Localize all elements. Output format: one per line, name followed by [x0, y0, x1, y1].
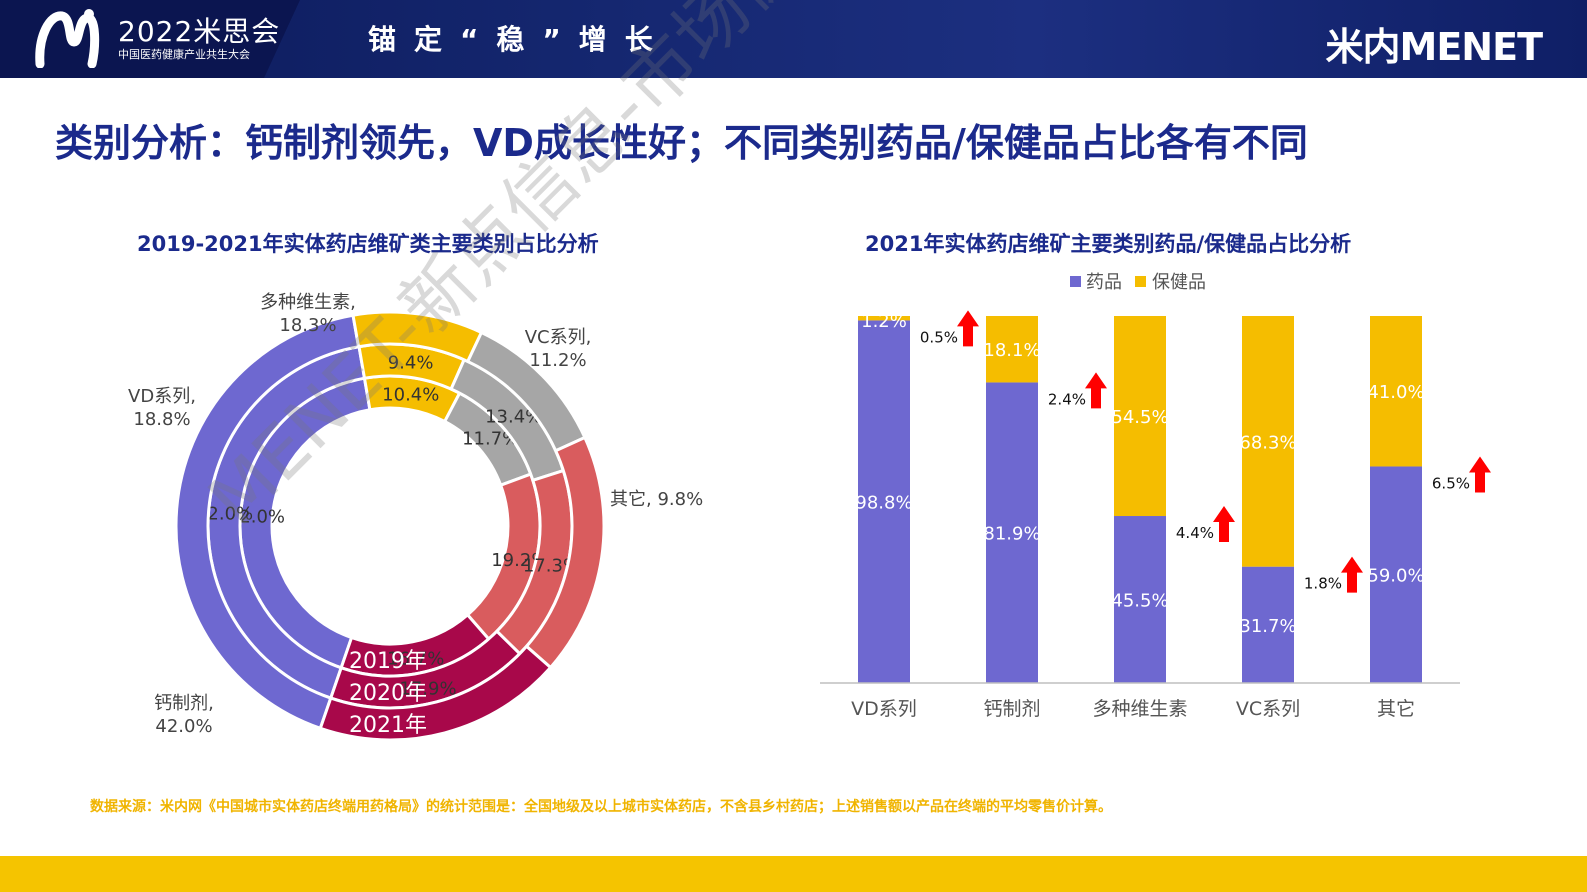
logo-year: 2022米思会: [118, 15, 281, 48]
up-arrow-icon-4: [1469, 456, 1491, 493]
donut-value-label-2019年-vc: 11.7%: [462, 429, 519, 450]
bar-health-1: [986, 316, 1038, 383]
growth-label-4: 6.5%: [1432, 474, 1470, 492]
x-tick-label-3: VC系列: [1236, 698, 1300, 720]
donut-value-label-2019年-other: 10.4%: [382, 385, 439, 406]
x-tick-label-2: 多种维生素: [1092, 698, 1187, 720]
header-bar: 2022米思会 中国医药健康产业共生大会 锚定“稳”增长 米内MENET: [0, 0, 1587, 78]
legend-label-drug: 药品: [1086, 272, 1122, 293]
growth-label-3: 1.8%: [1304, 575, 1342, 593]
up-arrow-icon-3: [1341, 556, 1363, 593]
donut-chart: 42.0%10.4%11.7%19.2%16.7%42.0%9.4%13.4%1…: [128, 292, 703, 742]
donut-chart-title: 2019-2021年实体药店维矿类主要类别占比分析: [137, 232, 599, 256]
donut-ring-label-2021年: 2021年: [349, 713, 427, 738]
donut-ring-label-2020年: 2020年: [349, 681, 427, 706]
logo-panel: [0, 0, 300, 78]
donut-outer-label-multi-value: 18.3%: [279, 315, 336, 336]
donut-ring-label-2019年: 2019年: [349, 649, 427, 674]
bar-health-0: [858, 316, 910, 321]
donut-outer-label-vc-value: 11.2%: [529, 350, 586, 371]
donut-segment-2021年-vd: [318, 644, 553, 742]
donut-outer-label-other: 其它, 9.8%: [610, 489, 703, 510]
bar-chart-title: 2021年实体药店维矿主要类别药品/保健品占比分析: [865, 232, 1352, 256]
menet-brand-logo: 米内MENET: [1325, 25, 1543, 69]
donut-outer-label-multi-name: 多种维生素,: [260, 292, 356, 313]
donut-value-label-2019年-vd: 16.7%: [387, 649, 444, 670]
donut-outer-label-vc-name: VC系列,: [525, 327, 592, 348]
bar-label-health-2: 54.5%: [1111, 407, 1168, 428]
bar-label-health-1: 18.1%: [983, 340, 1040, 361]
up-arrow-icon-2: [1213, 506, 1235, 543]
growth-label-0: 0.5%: [920, 328, 958, 346]
page-title: 类别分析：钙制剂领先，VD成长性好；不同类别药品/保健品占比各有不同: [55, 121, 1308, 165]
bar-label-drug-0: 98.8%: [855, 493, 912, 514]
bar-drug-2: [1114, 516, 1166, 683]
donut-outer-label-vd-value: 18.8%: [133, 409, 190, 430]
bar-label-drug-3: 31.7%: [1239, 616, 1296, 637]
legend-label-health: 保健品: [1152, 272, 1206, 293]
bar-health-3: [1242, 316, 1294, 567]
bar-label-drug-4: 59.0%: [1367, 566, 1424, 587]
x-tick-label-4: 其它: [1377, 698, 1415, 720]
slogan: 锚定“稳”增长: [368, 23, 671, 56]
stacked-bar-chart: 药品 保健品 98.8% 1.2% VD系列 0.5% 81.9% 18.1% 钙制剂 2.4…: [820, 272, 1491, 720]
bar-label-health-3: 68.3%: [1239, 432, 1296, 453]
bar-drug-3: [1242, 566, 1294, 683]
bar-drug-1: [986, 382, 1038, 683]
donut-value-label-2020年-vd: 17.9%: [399, 679, 456, 700]
bar-drug-4: [1370, 466, 1422, 683]
bar-label-drug-2: 45.5%: [1111, 591, 1168, 612]
bar-label-health-0: 1.2%: [861, 311, 907, 332]
bar-legend: 药品 保健品: [1070, 272, 1206, 293]
bar-drug-0: [858, 320, 910, 683]
growth-label-1: 2.4%: [1048, 390, 1086, 408]
growth-label-2: 4.4%: [1176, 524, 1214, 542]
bar-label-health-4: 41.0%: [1367, 382, 1424, 403]
legend-swatch-drug: [1070, 276, 1081, 287]
legend-swatch-health: [1135, 276, 1146, 287]
donut-value-label-2020年-vc: 13.4%: [485, 406, 542, 427]
bar-health-2: [1114, 316, 1166, 517]
data-source-note: 数据来源：米内网《中国城市实体药店终端用药格局》的统计范围是：全国地级及以上城市…: [90, 799, 1112, 815]
x-tick-label-0: VD系列: [851, 698, 917, 720]
logo-subtitle: 中国医药健康产业共生大会: [118, 48, 250, 61]
bar-label-drug-1: 81.9%: [983, 524, 1040, 545]
donut-value-label-2020年-other: 9.4%: [388, 352, 434, 373]
donut-outer-label-vd-name: VD系列,: [128, 386, 196, 407]
donut-outer-label-calcium-value: 42.0%: [155, 716, 212, 737]
bar-health-4: [1370, 316, 1422, 467]
bottom-accent-strip: [0, 856, 1587, 892]
up-arrow-icon-1: [1085, 372, 1107, 409]
mishihui-logo-icon: [35, 9, 100, 68]
donut-outer-label-calcium-name: 钙制剂,: [154, 693, 214, 714]
x-tick-label-1: 钙制剂: [983, 698, 1040, 720]
up-arrow-icon-0: [957, 310, 979, 347]
